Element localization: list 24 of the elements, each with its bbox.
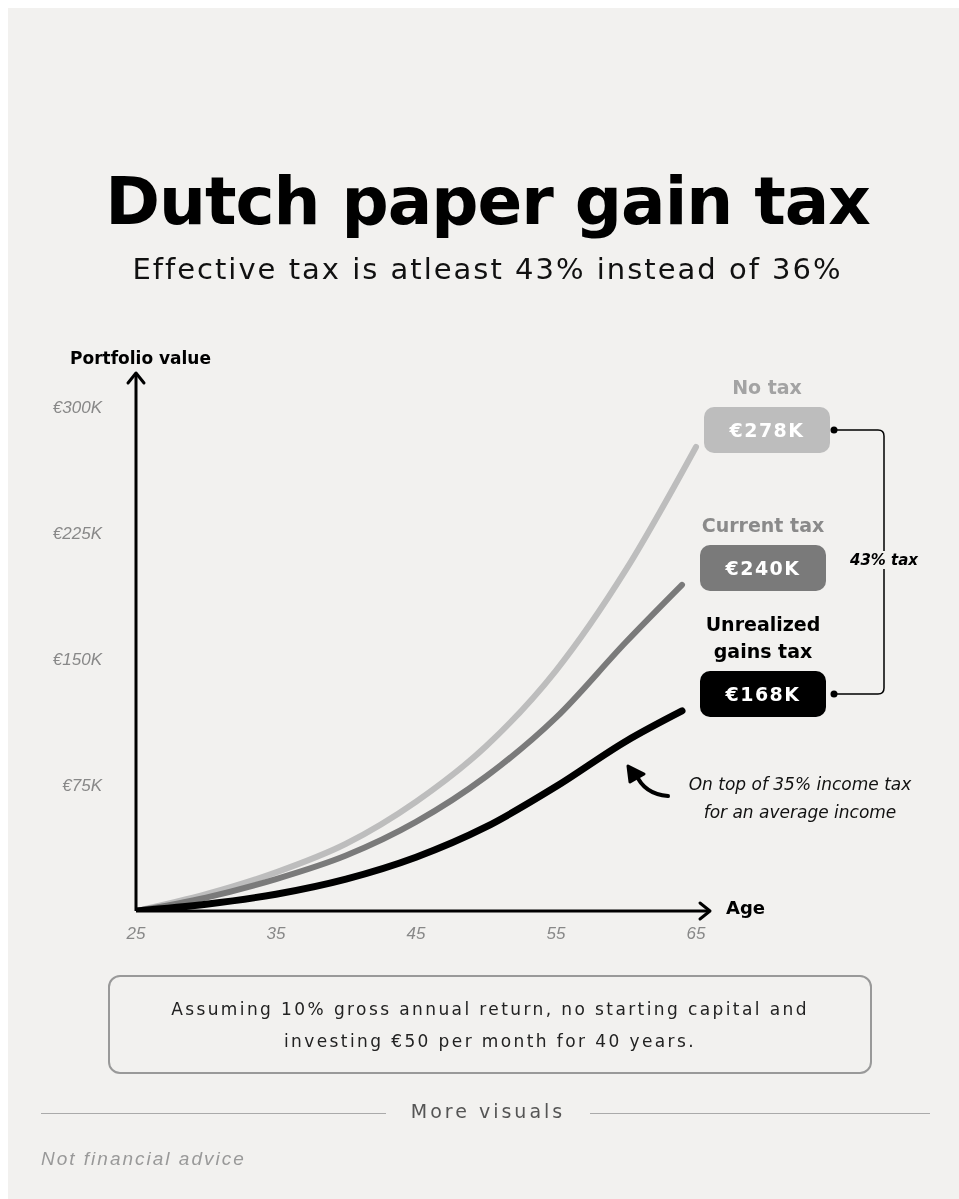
text: Current tax (700, 512, 826, 538)
chart-title: Dutch paper gain tax (104, 163, 871, 240)
text: €240K (700, 544, 826, 591)
text: Not financial advice (41, 1148, 246, 1170)
y-tick-label: €300K (52, 397, 103, 417)
text: Assuming 10% gross annual return, no starting capital and investing €50 per month for 40 years. (108, 975, 872, 1074)
x-axis-title: Age (726, 897, 766, 918)
x-tick-label: 55 (546, 924, 566, 944)
y-tick-label: €75K (62, 775, 103, 795)
text: More visuals (409, 1100, 567, 1122)
x-tick-label: 65 (686, 924, 706, 944)
text: €168K (700, 670, 826, 717)
text: Unrealized gains tax (704, 611, 822, 664)
y-tick-label: €225K (52, 523, 103, 543)
text: 43% tax (834, 550, 934, 569)
text: €278K (704, 406, 830, 453)
x-tick-label: 45 (406, 924, 426, 944)
chart-subtitle: Effective tax is atleast 43% instead of 36% (131, 252, 844, 286)
x-tick-label: 35 (266, 924, 286, 944)
y-axis-title: Portfolio value (70, 348, 211, 368)
y-tick-label: €150K (52, 649, 103, 669)
x-tick-label: 25 (125, 924, 146, 944)
text: No tax (731, 375, 803, 400)
annotation: On top of 35% income tax for an average income (687, 773, 913, 824)
